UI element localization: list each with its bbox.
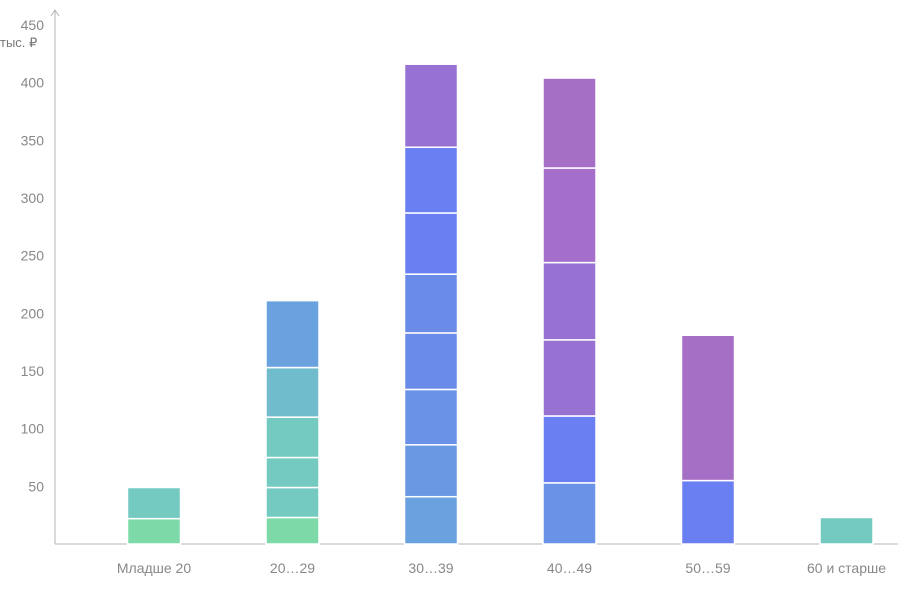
bar-stack (403, 63, 459, 545)
y-tick-label: 300 (21, 190, 45, 206)
x-tick-label: 30…39 (408, 560, 453, 576)
y-tick-label: 200 (21, 305, 45, 321)
bar-stack (542, 77, 597, 545)
bar-segment (542, 77, 597, 169)
bar-segment (542, 415, 597, 484)
x-tick-label: 40…49 (547, 560, 592, 576)
y-axis: 50 100 150 200 250 300 350 400 450 (21, 9, 60, 544)
bar-segment (403, 212, 459, 275)
bar-segment (403, 388, 459, 446)
bar-segment (265, 366, 320, 418)
y-tick-label: 100 (21, 421, 45, 437)
bar-segment (265, 416, 320, 459)
x-tick-label: 20…29 (270, 560, 315, 576)
bar-segment (542, 482, 597, 545)
y-tick-label: 450 (21, 17, 45, 33)
bar-segment (265, 516, 320, 545)
bar-stack (126, 486, 182, 545)
y-tick-label: 250 (21, 248, 45, 264)
x-tick-label: 50…59 (685, 560, 730, 576)
y-tick-label: 400 (21, 75, 45, 91)
bar-segment (403, 332, 459, 391)
bar-stack (819, 516, 874, 545)
bar-segment (542, 339, 597, 417)
y-tick-label: 150 (21, 363, 45, 379)
bar-stack (680, 334, 736, 545)
bar-segment (403, 444, 459, 498)
y-tick-label: 50 (28, 478, 44, 494)
bar-segment (126, 486, 182, 520)
bar-segment (680, 479, 736, 545)
bar-segment (680, 334, 736, 482)
x-tick-label: 60 и старше (807, 560, 886, 576)
bar-segment (126, 517, 182, 545)
bar-segment (819, 516, 874, 545)
y-axis-unit-label: тыс. ₽ (0, 35, 37, 50)
y-axis-arrow-icon (50, 9, 60, 17)
bar-segment (265, 486, 320, 519)
x-axis: Младше 20 20…29 30…39 40…49 50…59 60 и старше (55, 543, 898, 576)
bar-segment (265, 299, 320, 369)
x-tick-label: Младше 20 (117, 560, 191, 576)
bars (126, 63, 874, 545)
bar-stack (265, 299, 320, 545)
bar-segment (403, 146, 459, 214)
bar-segment (542, 167, 597, 264)
y-tick-label: 350 (21, 132, 45, 148)
bar-segment (403, 273, 459, 334)
bar-segment (265, 456, 320, 489)
bar-segment (542, 261, 597, 341)
bar-segment (403, 63, 459, 149)
bar-segment (403, 495, 459, 545)
